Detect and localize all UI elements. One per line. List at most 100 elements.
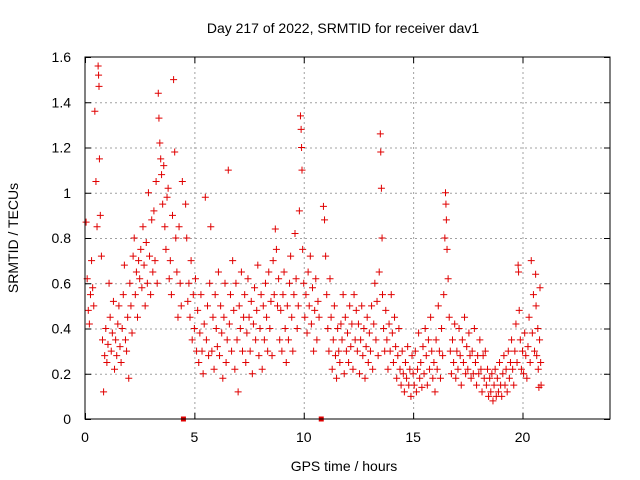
data-point — [354, 320, 362, 328]
data-point — [173, 268, 181, 276]
data-point — [505, 374, 513, 382]
y-tick-label: 0.8 — [52, 230, 72, 246]
data-point — [512, 320, 520, 328]
y-tick-label: 0.6 — [52, 275, 72, 291]
data-point — [90, 302, 98, 310]
data-point — [197, 291, 205, 299]
data-point — [195, 358, 203, 366]
data-point — [356, 370, 364, 378]
y-tick-label: 0.2 — [52, 366, 72, 382]
data-point — [321, 216, 329, 224]
data-point — [331, 352, 339, 360]
data-point — [466, 352, 474, 360]
data-point — [159, 200, 167, 208]
data-point — [209, 313, 217, 321]
data-point — [201, 193, 209, 201]
data-point — [124, 313, 132, 321]
data-point — [473, 381, 481, 389]
data-point — [458, 336, 466, 344]
data-point — [412, 388, 420, 396]
data-point — [224, 166, 232, 174]
data-point — [491, 365, 499, 373]
data-point — [428, 347, 436, 355]
data-point — [357, 336, 365, 344]
data-point — [422, 352, 430, 360]
data-point — [371, 279, 379, 287]
data-point — [433, 365, 441, 373]
data-point — [120, 261, 128, 269]
data-point — [89, 284, 97, 292]
data-point — [380, 325, 388, 332]
data-point — [282, 358, 290, 366]
data-point — [234, 388, 242, 396]
data-point — [297, 125, 305, 133]
data-point — [533, 352, 541, 360]
data-point — [158, 171, 166, 179]
data-point — [397, 381, 405, 389]
data-point — [513, 358, 521, 366]
data-point — [127, 302, 135, 310]
data-point — [485, 392, 493, 400]
data-point — [476, 336, 484, 344]
data-point — [114, 320, 122, 328]
data-point — [445, 313, 453, 321]
data-point — [407, 392, 415, 400]
data-point — [170, 76, 178, 84]
data-point — [161, 223, 169, 231]
data-point — [410, 381, 418, 389]
data-point — [374, 352, 382, 360]
x-tick-label: 10 — [296, 429, 312, 445]
data-point — [531, 347, 539, 355]
data-point — [502, 365, 510, 373]
data-point — [128, 329, 136, 337]
data-point — [337, 320, 345, 328]
data-point — [290, 291, 298, 299]
data-point — [303, 329, 311, 337]
data-point — [515, 306, 523, 314]
data-point — [123, 347, 131, 355]
data-point — [360, 325, 368, 332]
data-point — [248, 370, 256, 378]
data-point — [116, 343, 124, 351]
data-point — [436, 374, 444, 382]
data-point — [182, 200, 190, 208]
data-point — [243, 329, 251, 337]
data-point — [304, 268, 312, 276]
data-point — [382, 306, 390, 314]
data-point — [91, 107, 99, 115]
data-point — [194, 306, 202, 314]
data-point — [93, 223, 101, 231]
data-point — [344, 329, 351, 337]
data-point — [349, 365, 357, 373]
data-point — [370, 320, 378, 328]
data-point — [216, 352, 224, 360]
data-point — [252, 336, 260, 344]
data-point — [265, 268, 273, 276]
data-point — [342, 347, 350, 355]
data-point — [276, 336, 284, 344]
data-point — [247, 297, 255, 305]
data-point — [431, 388, 439, 396]
data-point — [499, 370, 507, 378]
data-point — [212, 325, 220, 332]
data-point — [339, 291, 347, 299]
data-point — [399, 370, 407, 378]
y-tick-label: 1.2 — [52, 140, 72, 156]
data-point — [286, 279, 294, 287]
data-point — [509, 365, 517, 373]
data-point — [451, 320, 459, 328]
data-point — [336, 358, 344, 366]
data-point — [105, 279, 113, 287]
data-point — [230, 306, 238, 314]
data-point — [393, 374, 401, 382]
data-point — [463, 343, 471, 351]
data-point — [229, 257, 237, 265]
data-point — [338, 336, 346, 344]
data-point — [387, 291, 395, 299]
data-point — [394, 352, 402, 360]
data-point — [239, 347, 246, 355]
data-point — [388, 329, 396, 337]
data-point — [171, 148, 179, 156]
data-point — [313, 336, 321, 344]
data-point — [258, 365, 266, 373]
